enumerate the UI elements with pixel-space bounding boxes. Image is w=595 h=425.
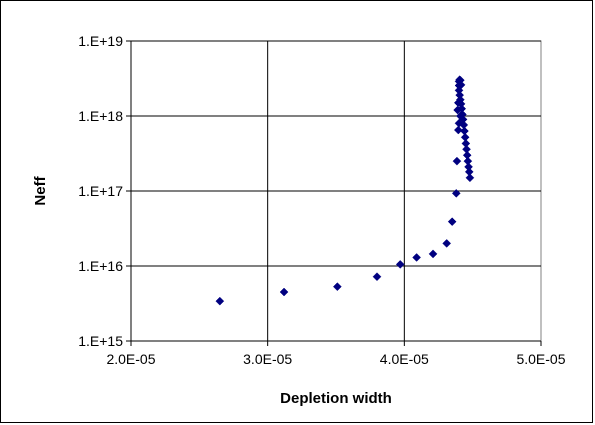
- y-tick-label: 1.E+15: [78, 333, 123, 349]
- data-point: [456, 75, 465, 85]
- gridlines: [131, 40, 541, 341]
- data-point: [215, 296, 225, 306]
- data-point: [412, 253, 421, 262]
- data-point: [463, 156, 473, 166]
- data-point: [451, 189, 461, 198]
- x-tick-label: 3.0E-05: [243, 351, 292, 367]
- y-tick-label: 1.E+18: [78, 108, 123, 124]
- data-point: [333, 282, 342, 292]
- data-point: [372, 272, 382, 282]
- data-point: [453, 105, 462, 115]
- y-tick-label: 1.E+16: [78, 258, 123, 274]
- x-tick-label: 4.0E-05: [380, 351, 429, 367]
- data-point: [428, 249, 438, 259]
- data-point: [442, 239, 452, 248]
- y-tick-label: 1.E+17: [78, 183, 123, 199]
- data-point: [465, 173, 475, 183]
- x-axis-title: Depletion width: [280, 390, 392, 407]
- x-tick-label: 2.0E-05: [106, 351, 155, 367]
- data-point: [461, 139, 471, 148]
- data-point: [279, 287, 289, 297]
- y-tick-labels: 1.E+15 1.E+16 1.E+17 1.E+18 1.E+19: [78, 33, 123, 349]
- x-tick-label: 5.0E-05: [516, 351, 565, 367]
- data-point: [395, 260, 405, 269]
- x-tick-labels: 2.0E-05 3.0E-05 4.0E-05 5.0E-05: [106, 351, 565, 367]
- y-tick-label: 1.E+19: [78, 33, 123, 49]
- data-point: [452, 156, 462, 166]
- y-axis-title: Neff: [32, 175, 49, 205]
- axes: [126, 40, 542, 346]
- data-point: [453, 125, 463, 135]
- data-point: [464, 162, 473, 172]
- data-points: [215, 75, 475, 306]
- data-point: [460, 132, 470, 142]
- data-point: [456, 111, 465, 121]
- data-point: [447, 217, 457, 227]
- data-point: [462, 150, 472, 160]
- data-point: [462, 144, 471, 154]
